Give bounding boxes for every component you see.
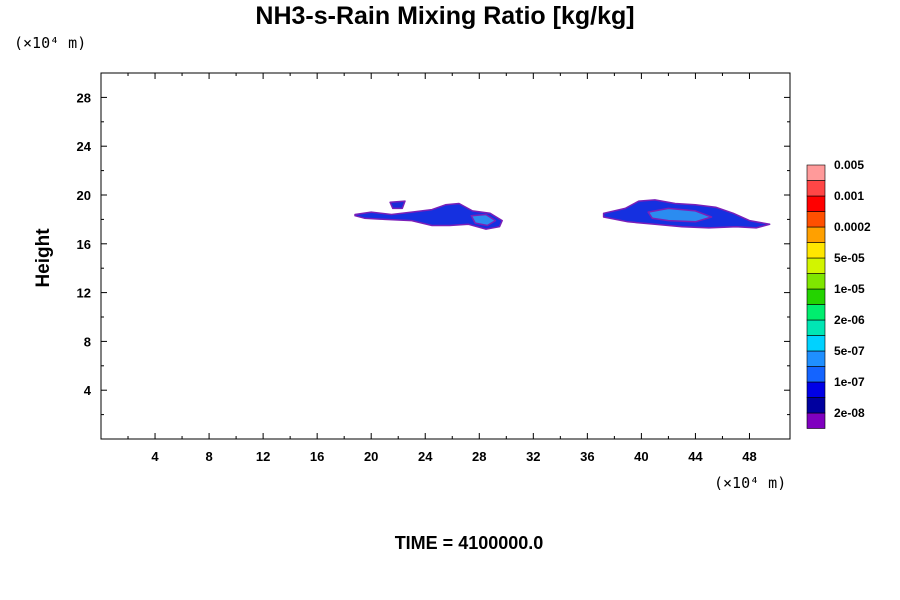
colorbar-label: 2e-06	[834, 313, 865, 327]
y-tick-label: 12	[77, 286, 91, 301]
colorbar-swatch	[806, 350, 826, 367]
x-tick-label: 16	[310, 449, 324, 464]
y-tick-label: 24	[77, 139, 92, 154]
x-tick-label: 48	[742, 449, 756, 464]
colorbar-swatch	[806, 242, 826, 259]
data-layer	[354, 199, 771, 230]
colorbar-swatch	[806, 397, 826, 414]
colorbar-label: 5e-07	[834, 344, 865, 358]
colorbar-label: 0.001	[834, 189, 864, 203]
x-axis-unit: (×10⁴ m)	[714, 474, 786, 492]
colorbar-label: 2e-08	[834, 406, 865, 420]
colorbar-swatch	[806, 195, 826, 212]
x-tick-label: 8	[205, 449, 212, 464]
colorbar-swatch	[806, 366, 826, 383]
colorbar-swatch	[806, 288, 826, 305]
time-label: TIME = 4100000.0	[395, 533, 544, 553]
x-tick-label: 32	[526, 449, 540, 464]
x-tick-label: 36	[580, 449, 594, 464]
x-tick-label: 20	[364, 449, 378, 464]
x-tick-label: 4	[151, 449, 159, 464]
colorbar-swatch	[806, 319, 826, 336]
colorbar-label: 1e-05	[834, 282, 865, 296]
colorbar-label: 5e-05	[834, 251, 865, 265]
colorbar-label: 1e-07	[834, 375, 865, 389]
colorbar-swatch	[806, 335, 826, 352]
colorbar-swatch	[806, 226, 826, 243]
chart-title: NH3-s-Rain Mixing Ratio [kg/kg]	[255, 2, 634, 30]
colorbar-swatch	[806, 273, 826, 290]
left-cloud-core	[470, 213, 497, 227]
colorbar-swatch	[806, 412, 826, 429]
colorbar: 2e-08 1e-07 5e-07 2e-06 1e-05 5e-05 0.0002 0.00…	[806, 158, 871, 429]
x-tick-label: 44	[688, 449, 703, 464]
x-tick-label: 28	[472, 449, 486, 464]
right-cloud-core	[647, 207, 713, 223]
y-axis-label: Height	[33, 228, 54, 288]
y-tick-label: 28	[77, 90, 91, 105]
left-cloud	[354, 202, 503, 230]
colorbar-swatch	[806, 164, 826, 181]
colorbar-label: 0.0002	[834, 220, 871, 234]
colorbar-swatch	[806, 180, 826, 197]
y-tick-label: 4	[84, 383, 92, 398]
plot-frame	[100, 72, 791, 440]
colorbar-label: 0.005	[834, 158, 864, 172]
y-tick-label: 16	[77, 237, 91, 252]
x-tick-label: 12	[256, 449, 270, 464]
y-axis-unit: (×10⁴ m)	[14, 34, 86, 52]
colorbar-swatch	[806, 381, 826, 398]
colorbar-swatch	[806, 304, 826, 321]
colorbar-swatch	[806, 257, 826, 274]
left-cloud-blob	[389, 200, 406, 210]
colorbar-swatch	[806, 211, 826, 228]
x-tick-label: 24	[418, 449, 433, 464]
x-tick-label: 40	[634, 449, 648, 464]
y-tick-label: 8	[84, 334, 91, 349]
y-tick-label: 20	[77, 188, 91, 203]
